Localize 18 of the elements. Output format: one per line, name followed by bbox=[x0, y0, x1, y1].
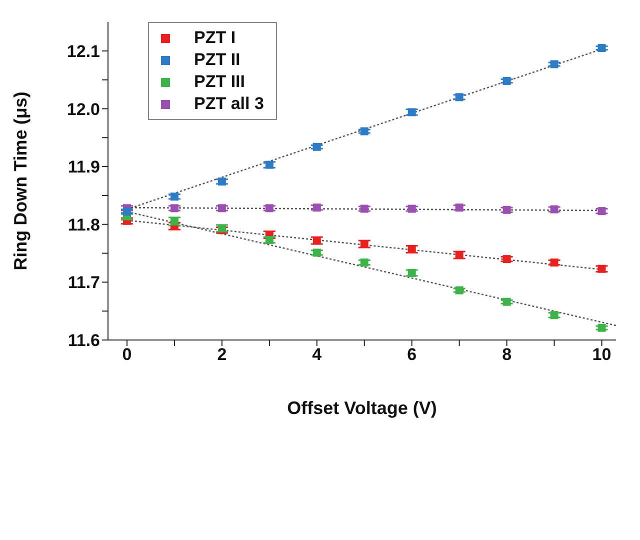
y-tick-label: 11.9 bbox=[68, 158, 100, 177]
x-tick-label: 4 bbox=[312, 345, 322, 364]
x-tick-label: 6 bbox=[407, 345, 417, 364]
legend-label: PZT I bbox=[194, 27, 236, 49]
y-tick-label: 11.6 bbox=[68, 331, 100, 350]
x-tick-label: 2 bbox=[217, 345, 227, 364]
x-tick-label: 8 bbox=[502, 345, 512, 364]
y-tick-label: 12.1 bbox=[66, 42, 100, 61]
legend-label: PZT III bbox=[194, 71, 245, 93]
legend-label: PZT II bbox=[194, 49, 240, 71]
x-tick-label: 0 bbox=[122, 345, 132, 364]
legend-label: PZT all 3 bbox=[194, 93, 264, 115]
y-tick-label: 12.0 bbox=[66, 100, 100, 119]
y-tick-label: 11.8 bbox=[68, 215, 100, 234]
x-tick-label: 10 bbox=[592, 345, 612, 364]
x-axis-title: Offset Voltage (V) bbox=[287, 398, 437, 418]
y-axis-title: Ring Down Time (μs) bbox=[10, 92, 30, 270]
y-tick-label: 11.7 bbox=[68, 273, 100, 292]
